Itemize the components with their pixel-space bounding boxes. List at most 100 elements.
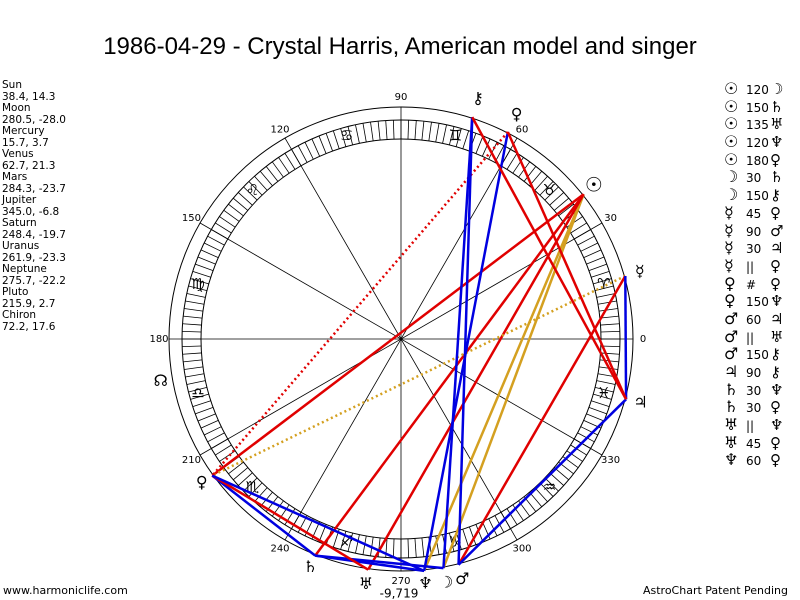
- planet-glyph: ☿: [724, 202, 734, 222]
- degree-tick: [254, 487, 268, 503]
- degree-tick: [215, 444, 232, 456]
- degree-tick: [469, 526, 477, 545]
- aspect-row: ♂ || ♅: [724, 327, 784, 346]
- degree-label: 180: [149, 334, 168, 345]
- aspect-angle: ||: [746, 259, 755, 274]
- planet-glyph: ☽: [724, 167, 739, 187]
- degree-tick: [529, 491, 543, 508]
- degree-tick: [232, 197, 249, 211]
- degree-tick: [455, 128, 462, 147]
- planet-name: Neptune: [2, 263, 47, 275]
- degree-tick: [332, 130, 340, 149]
- planet-glyph: ♃: [770, 239, 784, 258]
- degree-tick: [407, 120, 410, 140]
- aspect-line: [211, 274, 626, 477]
- planet-glyph: ♅: [770, 327, 784, 346]
- planet-glyph-uranus: ♅: [359, 574, 373, 593]
- degree-tick: [442, 124, 447, 144]
- degree-tick: [325, 133, 333, 152]
- degree-tick: [506, 153, 518, 170]
- degree-tick: [197, 256, 216, 265]
- degree-tick: [254, 175, 268, 191]
- degree-tick: [407, 538, 410, 558]
- planet-glyph: ♀: [770, 398, 781, 417]
- planet-glyph: ♄: [770, 168, 784, 187]
- degree-tick: [488, 141, 498, 160]
- degree-tick: [475, 524, 484, 543]
- degree-tick: [566, 450, 583, 462]
- degree-tick: [347, 532, 354, 552]
- zodiac-sign-glyph: ♊: [449, 127, 462, 145]
- zodiac-sign-glyph: ♍: [191, 275, 204, 293]
- planet-coords: 275.7, -22.2: [2, 274, 66, 287]
- planet-glyph-neptune: ♆: [418, 573, 432, 592]
- planet-name: Mercury: [2, 125, 45, 137]
- degree-tick: [284, 153, 296, 170]
- planet-glyph: ☉: [724, 79, 739, 98]
- aspect-angle: ||: [746, 419, 755, 434]
- degree-tick: [188, 386, 208, 393]
- aspect-row: ☉ 180♀: [724, 151, 783, 169]
- aspect-angle: 30: [746, 383, 762, 398]
- zodiac-sign-glyph: ♈: [597, 275, 610, 293]
- degree-label: 0: [640, 334, 646, 345]
- degree-tick: [347, 126, 354, 146]
- planet-glyph: ☽: [724, 185, 739, 205]
- degree-tick: [591, 400, 610, 408]
- planet-coords: 215.9, 2.7: [2, 297, 56, 310]
- degree-tick: [583, 249, 602, 259]
- aspect-row: ♂ 60 ♃: [724, 310, 783, 328]
- degree-tick: [600, 345, 620, 348]
- website-link[interactable]: www.harmoniclife.com: [3, 584, 128, 597]
- degree-label: 330: [601, 455, 620, 466]
- degree-tick: [593, 278, 612, 285]
- planet-glyph: ☿: [724, 238, 734, 258]
- degree-tick: [377, 121, 381, 141]
- zodiac-sign-glyph: ♌: [246, 181, 259, 199]
- degree-tick: [237, 192, 253, 206]
- degree-tick: [185, 300, 205, 305]
- aspect-row: ☉ 135♅: [724, 115, 783, 133]
- planet-glyph: ☉: [724, 132, 739, 152]
- aspect-row: ♅ || ♆: [724, 416, 783, 434]
- degree-tick: [586, 256, 605, 265]
- degree-tick: [593, 393, 612, 400]
- degree-tick: [577, 235, 595, 246]
- degree-tick: [195, 407, 214, 415]
- aspect-list: ☉ 120☽ ☉ 150♄ ☉ 135♅ ☉ 120♆ ☉ 180♀ ☽ 30 ♄ ☽ 150⚷…: [724, 80, 783, 469]
- planet-glyph: ♀: [770, 203, 781, 222]
- degree-tick: [512, 157, 524, 174]
- degree-tick: [207, 432, 225, 443]
- degree-label: 90: [395, 92, 408, 103]
- degree-tick: [591, 270, 610, 278]
- degree-tick: [243, 477, 258, 492]
- aspect-angle: 150: [746, 348, 769, 363]
- aspect-angle: 30: [746, 401, 762, 416]
- chart-title: 1986-04-29 - Crystal Harris, American mo…: [103, 33, 697, 60]
- degree-tick: [203, 426, 222, 436]
- degree-tick: [600, 323, 620, 326]
- sign-divider-line: [199, 222, 603, 456]
- aspect-angle: #: [746, 277, 757, 292]
- degree-tick: [232, 467, 249, 481]
- zodiac-sign-glyph: ♉: [543, 181, 556, 199]
- degree-tick: [370, 122, 374, 142]
- degree-tick: [392, 120, 395, 140]
- aspect-line: [457, 398, 627, 566]
- planet-glyph: ♀: [770, 274, 781, 293]
- degree-tick: [598, 308, 618, 312]
- degree-tick: [219, 216, 236, 228]
- degree-tick: [228, 203, 244, 217]
- degree-tick: [534, 175, 548, 191]
- planet-glyph: ♅: [770, 115, 784, 134]
- aspect-line: [442, 117, 474, 569]
- zodiac-sign-glyph: ♒: [543, 478, 556, 496]
- degree-label: 30: [604, 213, 617, 224]
- degree-tick: [570, 444, 587, 456]
- degree-tick: [362, 123, 367, 143]
- planet-glyph: ♄: [724, 397, 739, 417]
- patent-notice: AstroChart Patent Pending: [642, 584, 788, 597]
- aspect-row: ☿ || ♀: [724, 257, 783, 275]
- degree-tick: [414, 120, 417, 140]
- degree-tick: [182, 323, 202, 326]
